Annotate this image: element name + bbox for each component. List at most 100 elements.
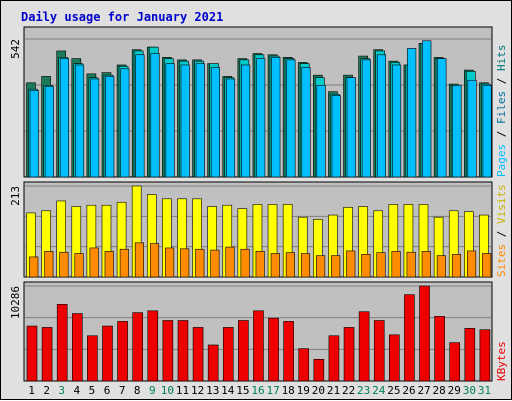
legend-separator: / [495,124,508,144]
kbytes-bar [26,325,38,382]
day-label-26: 26 [402,384,415,397]
day-label-15: 15 [236,384,249,397]
day-label-30: 30 [463,384,476,397]
visits-panel: 213 Sites / Visits [9,181,508,278]
day-label-17: 17 [266,384,279,397]
pages-bar [90,78,100,178]
kbytes-bar [207,344,219,382]
visits-bar [270,253,280,278]
kbytes-bar [313,358,325,382]
day-label-1: 1 [28,384,35,397]
pages-bar [120,68,130,178]
visits-bar [467,250,477,278]
pages-bar [195,63,205,178]
pages-bar [135,54,145,178]
pages-bar [165,63,175,178]
legend-visits: Visits [495,184,508,224]
pages-bar [225,78,236,178]
day-label-27: 27 [417,384,430,397]
pages-bar [256,58,266,178]
visits-bar [285,252,295,278]
legend-sites: Sites [495,244,508,277]
day-label-12: 12 [191,384,204,397]
visits-max-label: 213 [9,186,22,206]
visits-bar [482,253,492,278]
kbytes-bar [268,317,279,382]
kbytes-bar [222,327,234,382]
kbytes-bar [358,311,370,382]
usage-legend: Pages / Files / Hits [495,45,508,178]
kbytes-bar [71,313,83,382]
visits-bar [59,251,69,278]
day-label-16: 16 [251,384,264,397]
chart-panels: 542 Pages / Files / Hits 213 Sites / Visits… [9,26,508,382]
legend-separator: / [495,71,508,91]
kbytes-bar [328,335,340,382]
pages-bar [467,79,477,178]
day-label-8: 8 [134,384,141,397]
kbytes-bar [449,342,461,382]
visits-bar [149,243,160,278]
pages-bar [29,90,39,178]
day-label-13: 13 [206,384,219,397]
day-label-6: 6 [104,384,111,397]
pages-bar [331,95,341,178]
kbytes-bar [56,304,68,382]
kbytes-bar [464,328,476,382]
pages-bar [437,58,447,178]
visits-bar [74,253,84,278]
day-label-28: 28 [433,384,446,397]
kbytes-bar [117,321,128,382]
kbytes-bar [389,334,400,382]
chart-title: Daily usage for January 2021 [21,10,223,24]
pages-bar [105,76,115,178]
day-label-25: 25 [387,384,400,397]
visits-bar [89,247,99,278]
day-label-10: 10 [161,384,174,397]
day-label-19: 19 [297,384,310,397]
visits-bar [104,251,114,278]
pages-bar [241,64,251,178]
day-label-20: 20 [312,384,325,397]
kbytes-bar [162,320,174,382]
legend-pages: Pages [495,144,508,177]
kbytes-bar [238,320,249,382]
visits-bar [210,249,220,278]
kbytes-bar [404,294,415,382]
visits-bar [255,251,265,278]
kbytes-panel: 10286 KBytes [9,281,508,382]
pages-bar [376,54,387,178]
day-label-3: 3 [58,384,65,397]
pages-bar [286,59,296,178]
pages-bar [74,64,85,178]
pages-bar [301,67,311,178]
kbytes-bar [102,325,113,382]
pages-bar [316,85,326,178]
pages-bar [482,85,492,178]
visits-bar [180,248,190,278]
kbytes-bar [434,316,445,382]
pages-bar [44,86,54,178]
visits-bar [451,254,462,278]
kbytes-bar [373,320,385,382]
day-label-7: 7 [119,384,126,397]
visits-bar [391,251,401,278]
pages-bar [59,58,69,178]
visits-bar [44,251,54,278]
kbytes-bar [253,310,264,382]
pages-bar [392,64,402,178]
kbytes-bar [479,329,491,382]
visits-legend: Sites / Visits [495,184,508,277]
pages-bar [180,64,190,178]
kbytes-bar [343,327,355,382]
day-label-29: 29 [448,384,461,397]
day-label-31: 31 [478,384,491,397]
visits-bar [119,248,129,278]
pages-bar [422,40,432,178]
pages-bar [210,67,220,178]
visits-bar [134,242,144,278]
legend-separator: / [495,224,508,244]
usage-max-label: 542 [9,39,22,59]
usage-panel: 542 Pages / Files / Hits [9,26,508,178]
